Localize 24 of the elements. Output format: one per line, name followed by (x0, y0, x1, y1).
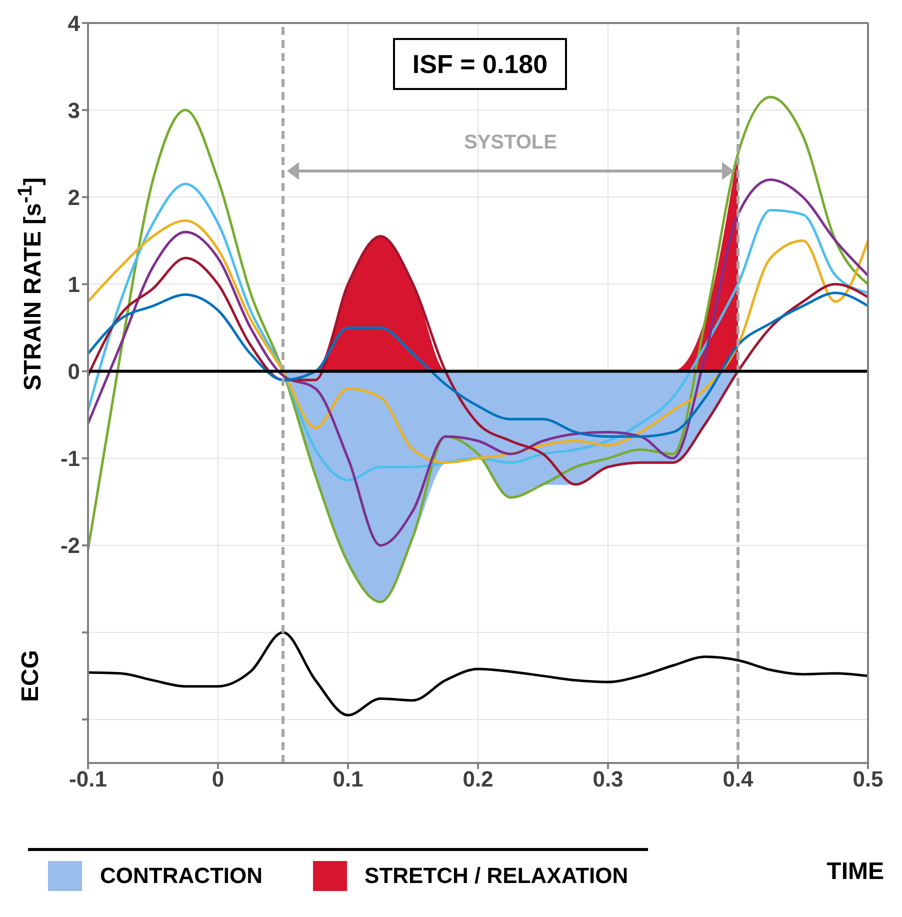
annotation: ISF = 0.180 (393, 38, 567, 90)
y-tick-label: 2 (68, 184, 80, 210)
y-tick-label: 1 (68, 272, 80, 297)
x-tick-label: 0.1 (332, 766, 364, 792)
x-tick-label: 0.3 (592, 766, 624, 792)
x-tick-label: 0.2 (462, 766, 494, 792)
annotation: SYSTOLE (464, 131, 557, 154)
x-axis-title: TIME (826, 858, 884, 886)
line-series (88, 96, 868, 604)
x-tick-label: 0 (212, 766, 224, 792)
line-series (88, 631, 868, 716)
x-tick-label: 0.4 (722, 766, 754, 792)
y-tick-label: -2 (60, 533, 80, 558)
y-tick-label: 4 (68, 10, 81, 36)
text: ECG (17, 650, 45, 702)
line-series (88, 292, 868, 438)
y-tick-label: 0 (68, 359, 80, 384)
x-tick-label: 0.5 (852, 766, 884, 792)
line-series (88, 178, 868, 547)
legend-label: CONTRACTION (100, 863, 263, 889)
y-tick-label: 3 (68, 98, 80, 123)
legend-label: STRETCH / RELAXATION (364, 863, 628, 889)
x-tick-label: -0.1 (69, 766, 107, 792)
y-tick-label: -1 (60, 446, 80, 472)
